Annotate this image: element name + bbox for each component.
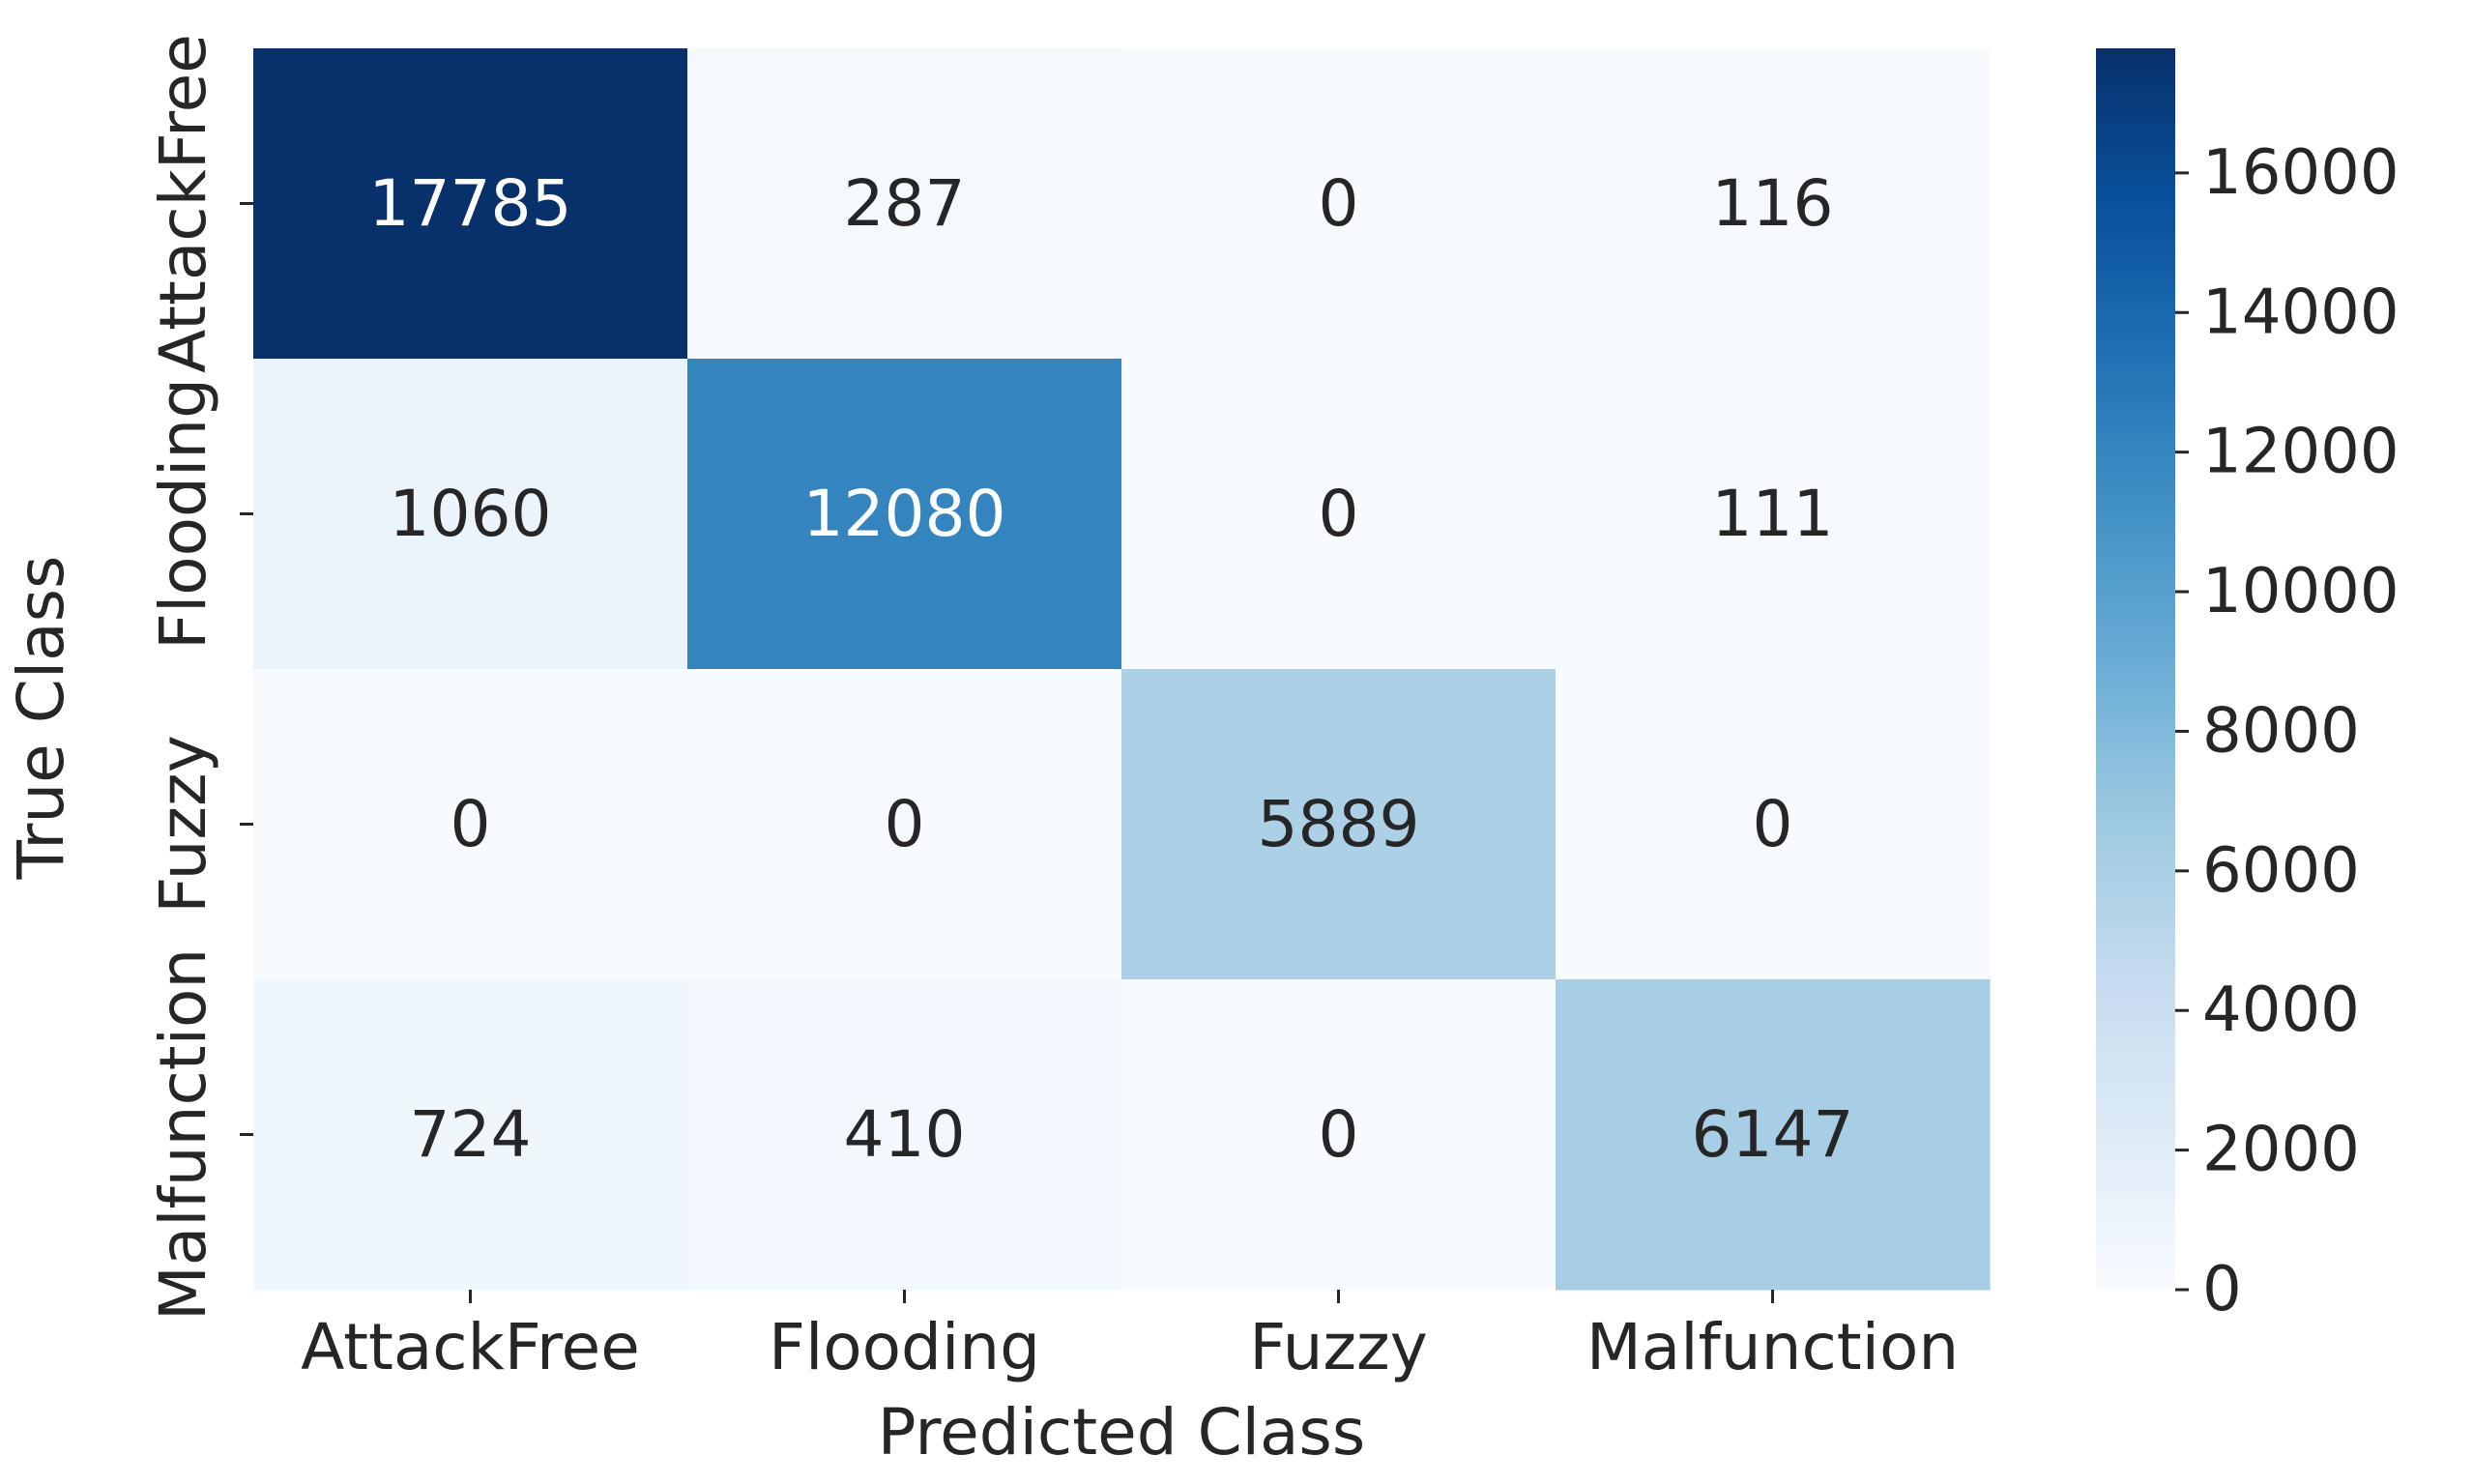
cell-value-label: 6147 (1692, 1097, 1854, 1172)
colorbar-tick-label: 2000 (2202, 1115, 2360, 1186)
colorbar-ticks: 0 2000 4000 6000 8000 10000 12000 14000 16000 (2175, 137, 2400, 1325)
heatmap-cell (687, 669, 1122, 980)
heatmap-cell (253, 979, 688, 1291)
heatmap-cell (687, 979, 1122, 1291)
colorbar-tick-label: 6000 (2202, 835, 2360, 907)
heatmap-cell (1556, 669, 1991, 980)
cell-value-labels: 17785 287 0 116 1060 12080 0 111 0 0 5889 0 724 410 0 6… (369, 166, 1854, 1172)
colorbar-tick-label: 0 (2202, 1254, 2242, 1325)
x-tick-label: AttackFree (301, 1310, 640, 1384)
y-tick-label: AttackFree (146, 34, 220, 373)
heatmap-cell (1121, 669, 1557, 980)
y-tick-label: Flooding (146, 378, 220, 650)
cell-value-label: 410 (844, 1097, 966, 1172)
heatmap-cell (253, 48, 688, 360)
colorbar-gradient (2096, 48, 2175, 1290)
heatmap-cell (687, 48, 1122, 360)
x-axis-label: Predicted Class (878, 1395, 1365, 1469)
cell-value-label: 0 (1319, 166, 1359, 241)
cell-value-label: 0 (451, 787, 491, 861)
x-tick-label: Malfunction (1586, 1310, 1959, 1384)
cell-value-label: 1060 (390, 477, 552, 551)
colorbar: 0 2000 4000 6000 8000 10000 12000 14000 16000 (2096, 48, 2400, 1325)
cell-value-label: 0 (1753, 787, 1793, 861)
heatmap-cell (253, 359, 688, 670)
colorbar-tick-label: 16000 (2202, 137, 2400, 209)
heatmap-cell (1556, 48, 1991, 360)
colorbar-tick-label: 8000 (2202, 695, 2360, 767)
heatmap-cell (687, 359, 1122, 670)
cell-value-label: 17785 (369, 166, 572, 241)
colorbar-tick-label: 12000 (2202, 417, 2400, 488)
cell-value-label: 5889 (1258, 787, 1420, 861)
heatmap-cell (253, 669, 688, 980)
x-tick-label: Flooding (769, 1310, 1040, 1384)
y-tick-label: Fuzzy (146, 735, 220, 914)
cell-value-label: 111 (1712, 477, 1834, 551)
heatmap-cell (1556, 979, 1991, 1291)
cell-value-label: 0 (1319, 1097, 1359, 1172)
heatmap-cell (1556, 359, 1991, 670)
y-axis-label: True Class (4, 556, 78, 881)
cell-value-label: 116 (1712, 166, 1834, 241)
heatmap-cell (1121, 48, 1557, 360)
cell-value-label: 724 (410, 1097, 532, 1172)
heatmap-cells (253, 48, 1991, 1291)
colorbar-tick-label: 14000 (2202, 276, 2400, 348)
x-tick-label: Fuzzy (1249, 1310, 1428, 1384)
cell-value-label: 0 (1319, 477, 1359, 551)
cell-value-label: 12080 (803, 477, 1006, 551)
colorbar-tick-label: 10000 (2202, 556, 2400, 627)
colorbar-tick-label: 4000 (2202, 975, 2360, 1046)
cell-value-label: 0 (885, 787, 925, 861)
x-axis-ticks: AttackFree Flooding Fuzzy Malfunction (301, 1290, 1959, 1384)
heatmap-cell (1121, 979, 1557, 1291)
y-tick-label: Malfunction (146, 948, 220, 1321)
heatmap-cell (1121, 359, 1557, 670)
cell-value-label: 287 (844, 166, 966, 241)
